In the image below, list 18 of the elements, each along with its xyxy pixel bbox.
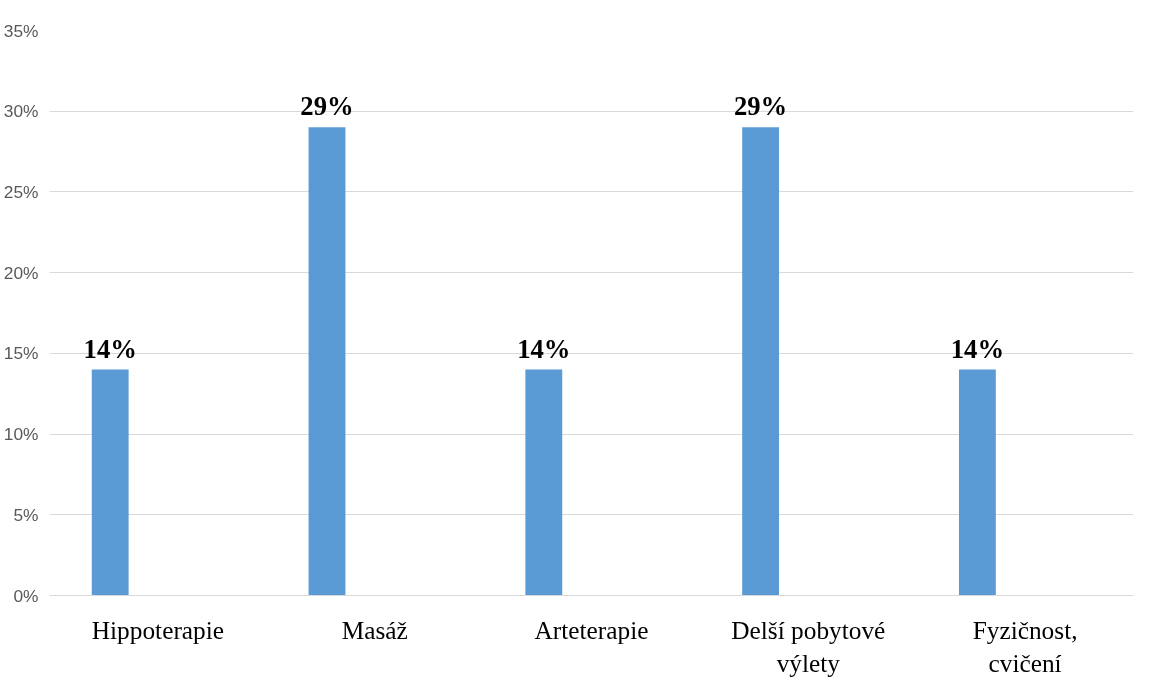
data-label: 29% bbox=[733, 91, 788, 122]
y-tick-label: 5% bbox=[13, 504, 39, 525]
y-tick-label: 0% bbox=[13, 585, 39, 606]
y-tick-label: 20% bbox=[3, 262, 39, 283]
x-tick-label: Masáž bbox=[341, 615, 408, 644]
data-label: 14% bbox=[950, 333, 1005, 364]
y-tick-label: 35% bbox=[3, 20, 39, 41]
y-tick-label: 10% bbox=[3, 424, 39, 445]
x-tick-label: Delší pobytové výlety bbox=[731, 615, 886, 678]
x-tick-label: Arteterapie bbox=[534, 615, 649, 644]
x-tick-label: Fyzičnost, cvičení bbox=[972, 615, 1078, 678]
data-label: 29% bbox=[300, 91, 354, 122]
y-tick-label: 30% bbox=[3, 101, 39, 122]
x-tick-label: Hippoterapie bbox=[91, 615, 225, 644]
data-label: 14% bbox=[517, 333, 571, 364]
y-tick-label: 15% bbox=[3, 343, 39, 364]
data-label: 14% bbox=[83, 333, 137, 364]
y-tick-label: 25% bbox=[3, 181, 39, 202]
